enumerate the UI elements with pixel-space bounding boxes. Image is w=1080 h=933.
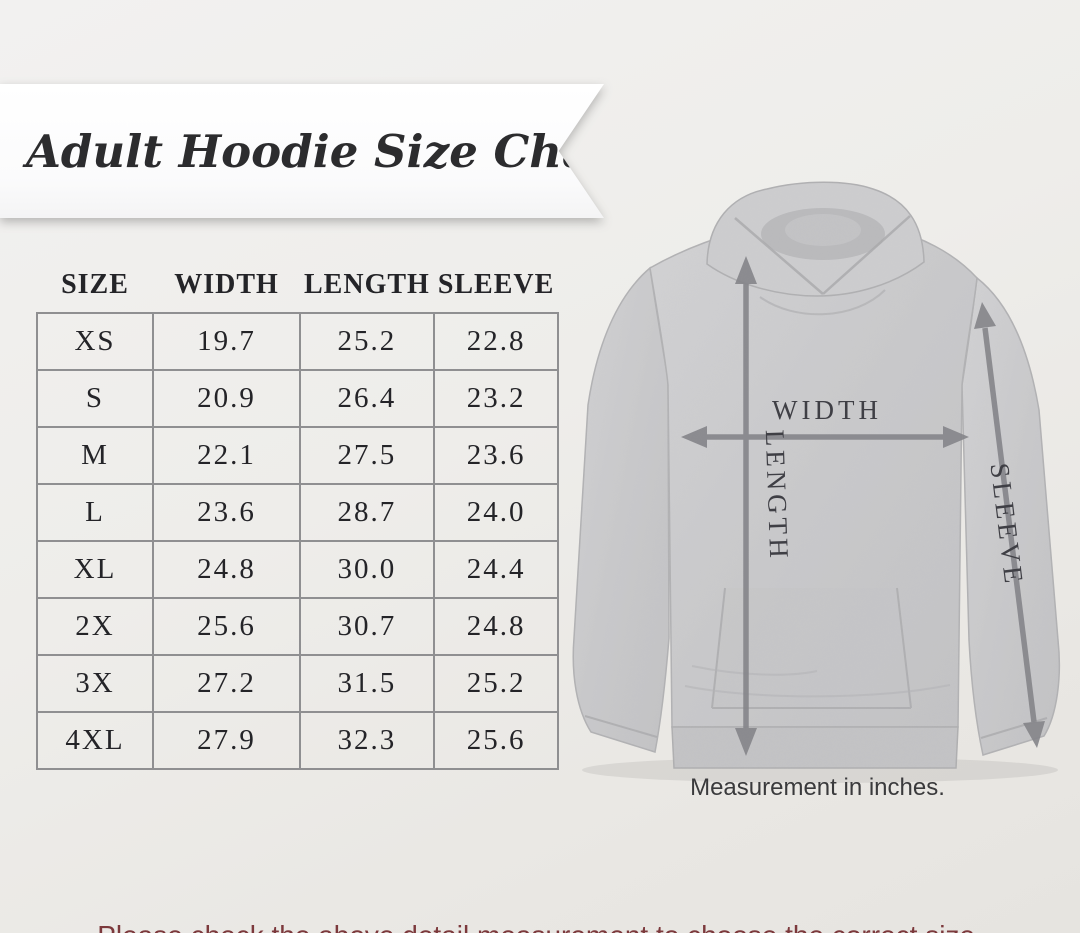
sleeve-arrow-head-bottom — [1023, 721, 1045, 748]
value-cell: 19.7 — [152, 312, 301, 371]
table-row: M 22.1 27.5 23.6 — [36, 426, 560, 485]
footer-note: Please check the above detail measuremen… — [0, 828, 1080, 933]
hood-inner-drape — [785, 214, 861, 246]
value-cell: 22.8 — [432, 312, 560, 371]
length-arrow-head-bottom — [735, 728, 757, 756]
size-table-header: SIZE WIDTH LENGTH SLEEVE — [37, 262, 558, 313]
column-header-length: LENGTH — [304, 269, 430, 300]
title-ribbon: Adult Hoodie Size Chart — [0, 84, 604, 218]
hem-band — [671, 726, 959, 769]
value-cell: 27.5 — [299, 426, 435, 485]
value-cell: 30.0 — [299, 540, 435, 599]
size-cell: M — [36, 426, 154, 485]
table-row: XL 24.8 30.0 24.4 — [36, 540, 560, 599]
size-cell: XL — [36, 540, 154, 599]
header-row: SIZE WIDTH LENGTH SLEEVE — [37, 262, 558, 313]
length-label: LENGTH — [760, 429, 795, 562]
ribbon-shape: Adult Hoodie Size Chart — [0, 84, 604, 218]
page-title: Adult Hoodie Size Chart — [26, 124, 636, 178]
column-header-width: WIDTH — [174, 269, 279, 300]
hood-fold-lines — [734, 215, 911, 295]
sleeve-arrow-head-top — [974, 302, 996, 329]
hood-drape-curve — [759, 289, 886, 316]
value-cell: 24.4 — [432, 540, 560, 599]
size-cell: L — [36, 483, 154, 542]
value-cell: 20.9 — [152, 369, 301, 428]
hoodie-diagram: WIDTH LENGTH SLEEVE Measurement in inche… — [555, 170, 1080, 801]
size-cell: XS — [36, 312, 154, 371]
hoodie-illustration: WIDTH LENGTH SLEEVE — [572, 181, 1061, 783]
table-row: L 23.6 28.7 24.0 — [36, 483, 560, 542]
value-cell: 31.5 — [299, 654, 435, 713]
value-cell: 30.7 — [299, 597, 435, 656]
measurement-note: Measurement in inches. — [690, 774, 945, 801]
value-cell: 23.2 — [432, 369, 560, 428]
left-cuff-seam — [584, 715, 658, 738]
length-arrow-head-top — [735, 256, 757, 284]
value-cell: 23.6 — [152, 483, 301, 542]
table-row: 2X 25.6 30.7 24.8 — [36, 597, 560, 656]
width-label: WIDTH — [772, 395, 882, 425]
value-cell: 27.9 — [152, 711, 301, 770]
value-cell: 24.8 — [152, 540, 301, 599]
value-cell: 26.4 — [299, 369, 435, 428]
footer-line-1: Please check the above detail measuremen… — [0, 914, 1080, 933]
size-cell: S — [36, 369, 154, 428]
value-cell: 32.3 — [299, 711, 435, 770]
size-table-body: XS 19.7 25.2 22.8 S 20.9 26.4 23.2 M 22.1 27.5 23.6… — [36, 312, 560, 770]
hoodie-left-sleeve — [572, 266, 670, 753]
table-row: S 20.9 26.4 23.2 — [36, 369, 560, 428]
size-cell: 3X — [36, 654, 154, 713]
value-cell: 24.8 — [432, 597, 560, 656]
sleeve-arrow — [982, 327, 1037, 723]
size-table: SIZE WIDTH LENGTH SLEEVE XS 19.7 25.2 22.8 S 20.… — [36, 262, 560, 770]
width-arrow-head-left — [681, 426, 707, 448]
hem-wrinkle — [684, 665, 951, 698]
table-row: 4XL 27.9 32.3 25.6 — [36, 711, 560, 770]
value-cell: 27.2 — [152, 654, 301, 713]
table-row: XS 19.7 25.2 22.8 — [36, 312, 560, 371]
value-cell: 25.2 — [432, 654, 560, 713]
kangaroo-pocket — [712, 588, 911, 708]
value-cell: 28.7 — [299, 483, 435, 542]
table-row: 3X 27.2 31.5 25.2 — [36, 654, 560, 713]
size-cell: 4XL — [36, 711, 154, 770]
value-cell: 23.6 — [432, 426, 560, 485]
column-header-size: SIZE — [61, 269, 129, 300]
value-cell: 24.0 — [432, 483, 560, 542]
value-cell: 25.6 — [432, 711, 560, 770]
value-cell: 22.1 — [152, 426, 301, 485]
size-cell: 2X — [36, 597, 154, 656]
value-cell: 25.6 — [152, 597, 301, 656]
measurement-arrows — [681, 256, 1045, 756]
value-cell: 25.2 — [299, 312, 435, 371]
column-header-sleeve: SLEEVE — [437, 269, 555, 300]
width-arrow-head-right — [943, 426, 969, 448]
size-table-wrap: SIZE WIDTH LENGTH SLEEVE XS 19.7 25.2 22.8 S 20.… — [36, 262, 560, 770]
